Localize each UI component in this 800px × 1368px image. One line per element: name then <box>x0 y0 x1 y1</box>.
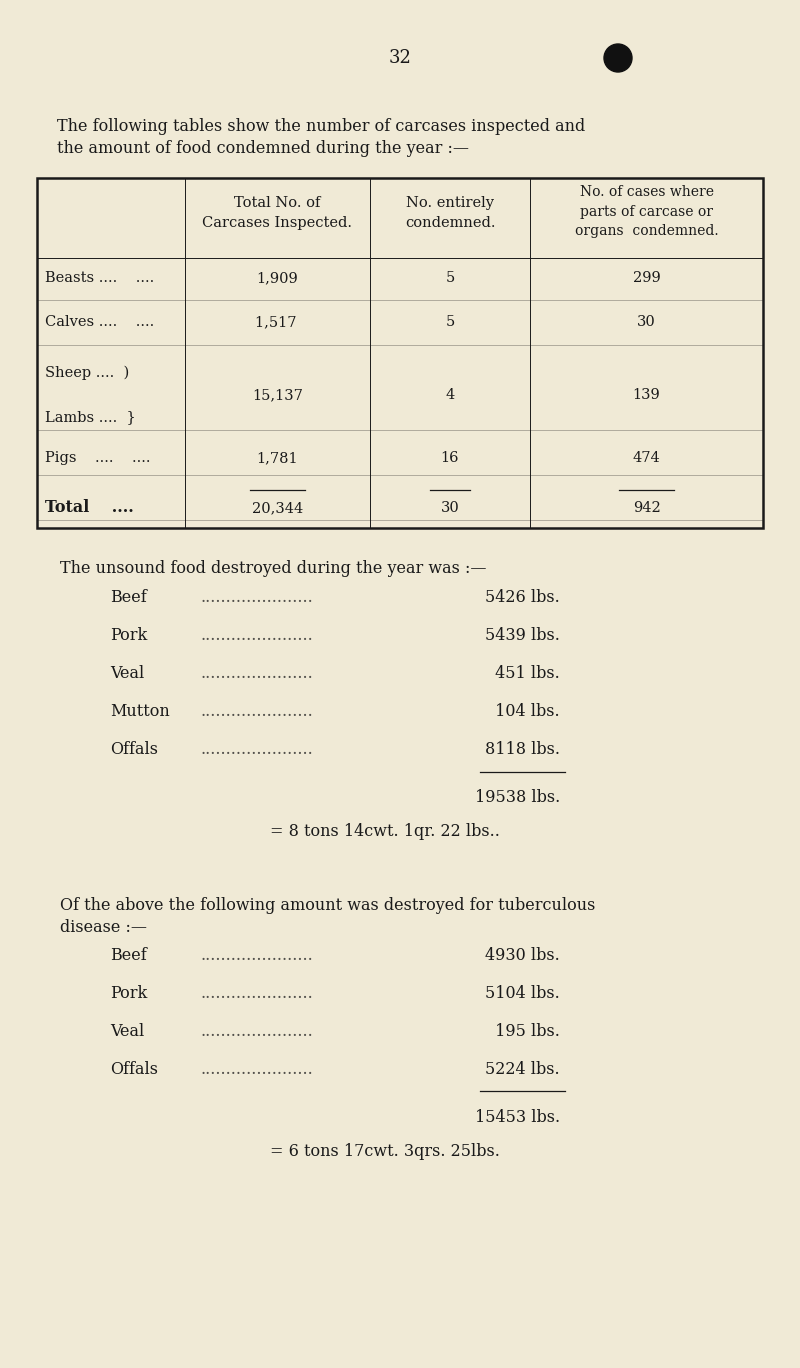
Text: ......................: ...................... <box>200 985 313 1001</box>
Text: disease :—: disease :— <box>60 919 147 936</box>
Text: 20,344: 20,344 <box>252 501 303 514</box>
Text: Offals: Offals <box>110 1060 158 1078</box>
Text: = 6 tons 17cwt. 3qrs. 25lbs.: = 6 tons 17cwt. 3qrs. 25lbs. <box>270 1142 500 1160</box>
Text: 32: 32 <box>389 49 411 67</box>
Text: ......................: ...................... <box>200 1022 313 1040</box>
Text: ......................: ...................... <box>200 628 313 644</box>
Text: 5104 lbs.: 5104 lbs. <box>486 985 560 1001</box>
Text: 139: 139 <box>633 389 660 402</box>
Text: Sheep ....  ): Sheep .... ) <box>45 365 130 380</box>
Text: Pigs    ....    ....: Pigs .... .... <box>45 451 150 465</box>
Text: Beef: Beef <box>110 947 146 963</box>
Text: 5224 lbs.: 5224 lbs. <box>486 1060 560 1078</box>
Text: Total    ....: Total .... <box>45 499 134 517</box>
Text: 1,517: 1,517 <box>255 315 300 328</box>
Text: the amount of food condemned during the year :—: the amount of food condemned during the … <box>57 140 469 157</box>
Text: Calves ....    ....: Calves .... .... <box>45 315 154 328</box>
Text: Offals: Offals <box>110 741 158 758</box>
Text: No. entirely
condemned.: No. entirely condemned. <box>405 196 495 230</box>
Text: Pork: Pork <box>110 985 147 1001</box>
Text: 451 lbs.: 451 lbs. <box>490 665 560 683</box>
Text: Of the above the following amount was destroyed for tuberculous: Of the above the following amount was de… <box>60 897 595 914</box>
Circle shape <box>604 44 632 73</box>
Text: 5426 lbs.: 5426 lbs. <box>486 590 560 606</box>
Bar <box>37 178 763 528</box>
Text: 4: 4 <box>446 389 454 402</box>
Text: 5439 lbs.: 5439 lbs. <box>485 628 560 644</box>
Text: 942: 942 <box>633 501 660 514</box>
Text: 5: 5 <box>446 271 454 285</box>
Text: Veal: Veal <box>110 665 144 683</box>
Text: 1,909: 1,909 <box>257 271 298 285</box>
Text: 30: 30 <box>441 501 459 514</box>
Text: 299: 299 <box>633 271 660 285</box>
Text: ......................: ...................... <box>200 590 313 606</box>
Text: 30: 30 <box>637 315 656 328</box>
Text: ......................: ...................... <box>200 741 313 758</box>
Text: 195 lbs.: 195 lbs. <box>490 1022 560 1040</box>
Text: 5: 5 <box>446 315 454 328</box>
Text: ......................: ...................... <box>200 703 313 721</box>
Text: Beef: Beef <box>110 590 146 606</box>
Text: Lambs ....  }: Lambs .... } <box>45 410 136 424</box>
Text: Mutton: Mutton <box>110 703 170 721</box>
Text: ......................: ...................... <box>200 1060 313 1078</box>
Text: 15453 lbs.: 15453 lbs. <box>475 1108 560 1126</box>
Text: Veal: Veal <box>110 1022 144 1040</box>
Text: 1,781: 1,781 <box>257 451 298 465</box>
Text: ......................: ...................... <box>200 665 313 683</box>
Text: The unsound food destroyed during the year was :—: The unsound food destroyed during the ye… <box>60 560 486 577</box>
Text: Pork: Pork <box>110 628 147 644</box>
Text: = 8 tons 14cwt. 1qr. 22 lbs..: = 8 tons 14cwt. 1qr. 22 lbs.. <box>270 824 500 840</box>
Text: Total No. of
Carcases Inspected.: Total No. of Carcases Inspected. <box>202 196 353 230</box>
Text: 4930 lbs.: 4930 lbs. <box>486 947 560 963</box>
Text: ......................: ...................... <box>200 947 313 963</box>
Text: 104 lbs.: 104 lbs. <box>490 703 560 721</box>
Text: 19538 lbs.: 19538 lbs. <box>474 789 560 807</box>
Text: Beasts ....    ....: Beasts .... .... <box>45 271 154 285</box>
Text: 474: 474 <box>633 451 660 465</box>
Text: No. of cases where
parts of carcase or
organs  condemned.: No. of cases where parts of carcase or o… <box>574 186 718 238</box>
Text: 8118 lbs.: 8118 lbs. <box>485 741 560 758</box>
Text: 16: 16 <box>441 451 459 465</box>
Text: 15,137: 15,137 <box>252 389 303 402</box>
Text: The following tables show the number of carcases inspected and: The following tables show the number of … <box>57 118 586 135</box>
